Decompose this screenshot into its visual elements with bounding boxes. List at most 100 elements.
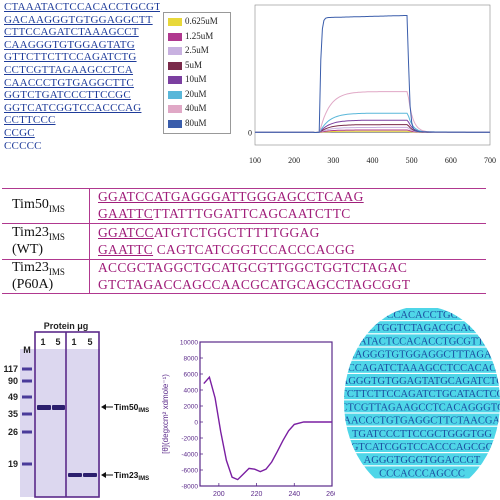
gel-marker-value: 19 bbox=[8, 459, 18, 469]
table-border-top bbox=[2, 188, 486, 189]
spr-x-tick: 400 bbox=[367, 156, 379, 165]
gel-lane-label: 1 bbox=[71, 337, 76, 347]
gel-band-tim23 bbox=[83, 473, 97, 477]
dna-line-highlight bbox=[344, 400, 500, 413]
construct-tag-cleavage: Cleavage site bbox=[54, 306, 100, 315]
gel-band-tim23 bbox=[68, 473, 82, 477]
legend-swatch bbox=[168, 32, 182, 41]
cd-y-tick: -6000 bbox=[181, 468, 198, 475]
dna-circle-graphic: ACTCCACACCTGCGTC GCTGGTCTAGACGCAGG TATACTC… bbox=[340, 308, 500, 479]
gel-marker-value: 26 bbox=[8, 427, 18, 437]
legend-swatch bbox=[168, 119, 182, 128]
gel-lane-label: 1 bbox=[40, 337, 45, 347]
legend-label: 20uM bbox=[185, 88, 207, 99]
spr-x-tick: 600 bbox=[445, 156, 457, 165]
sequence-line: CCTTCCC bbox=[4, 114, 56, 127]
primer-seq-tim23-wt-fwd: GGATCCATGTCTGGCTTTTTGGAG bbox=[98, 225, 320, 240]
spr-series-line bbox=[255, 15, 490, 133]
cd-y-tick: 0 bbox=[194, 420, 198, 427]
band-label: Tim50IMS bbox=[114, 402, 149, 414]
sequence-line: CCCCC bbox=[4, 139, 42, 150]
gel-marker-value: 35 bbox=[8, 409, 18, 419]
construct-tag-tim: Tim protein bbox=[102, 306, 140, 315]
gel-lane-label: 5 bbox=[55, 337, 60, 347]
sequence-line: GGTCATCGGTCCACCCAG bbox=[4, 101, 142, 114]
gel-marker-label: M bbox=[23, 345, 31, 355]
gel-band-tim50 bbox=[37, 405, 51, 410]
cd-y-tick: -8000 bbox=[181, 484, 198, 491]
gel-lane-frame bbox=[34, 331, 100, 498]
sequence-line: GTTCTTCTTCCAGATCTG bbox=[4, 51, 137, 64]
primer-name-tim23-wt: Tim23IMS bbox=[12, 225, 65, 242]
table-border-row1 bbox=[2, 223, 486, 224]
legend-swatch bbox=[168, 105, 182, 113]
gel-marker-value: 90 bbox=[8, 376, 18, 386]
dna-line-highlight bbox=[344, 334, 500, 347]
table-border-divider bbox=[89, 188, 90, 294]
legend-label: 80uM bbox=[185, 117, 207, 128]
cd-spectrum-line bbox=[203, 375, 332, 481]
spr-x-tick: 500 bbox=[406, 156, 418, 165]
sequence-line: CAACCCTGTGAGGCTTC bbox=[4, 76, 134, 89]
gel-marker-band bbox=[22, 412, 32, 416]
sequence-line: CTTCCAGATCTAAAGCCT bbox=[4, 26, 139, 39]
dna-line-text: CCTCGTTAGAAGCCTCACAGGGTCT bbox=[340, 402, 500, 413]
gel-header: Protein μg bbox=[44, 321, 89, 331]
cd-y-tick: -2000 bbox=[181, 436, 198, 443]
cd-y-label: [θ](degxcm² xdmole⁻¹) bbox=[161, 374, 170, 454]
dna-line-highlight bbox=[344, 387, 500, 400]
legend-swatch bbox=[168, 18, 182, 26]
dna-line-text: GCTGGTCTAGACGCAGG bbox=[361, 323, 484, 334]
legend-label: 40uM bbox=[185, 103, 207, 113]
spr-legend: 0.625uM 1.25uM 2.5uM 5uM 10uM 20uM 40uM 80uM bbox=[163, 12, 231, 134]
legend-label: 5uM bbox=[185, 59, 203, 70]
dna-line-text: CAACCCTGTGAGGCTTCTAACGAG bbox=[340, 416, 500, 427]
dna-line-highlight bbox=[344, 360, 500, 373]
spr-sensorgram-chart: 100200300400500600700RU0 bbox=[206, 4, 496, 165]
legend-swatch bbox=[168, 47, 182, 55]
cd-spectrum-chart: 10000 8000 6000 4000 2000 0 -2000 -4000 -6000 -80… bbox=[161, 340, 335, 499]
spr-x-tick: 300 bbox=[327, 156, 339, 165]
construct-tag-his: His Tag bbox=[34, 306, 48, 327]
primer-variant-p60a: (P60A) bbox=[12, 277, 54, 292]
band-arrowhead bbox=[101, 404, 106, 410]
dna-line-highlight bbox=[344, 466, 500, 479]
sequence-line: GGTCTGATCCCTTCCGC bbox=[4, 89, 131, 102]
cd-x-tick: 220 bbox=[251, 491, 263, 498]
sds-page-gel-panel: NusA His Tag Cleavage site Tim protein P… bbox=[0, 305, 150, 500]
spr-plot-frame bbox=[254, 4, 491, 146]
dna-line-text: AGGGTGGGTGGACCGT bbox=[364, 455, 481, 466]
dna-line-highlight bbox=[344, 453, 500, 466]
dna-line-text: AAGGGTGTGGAGGCTTTAGAT bbox=[347, 350, 497, 361]
dna-line-highlight bbox=[344, 347, 500, 360]
legend-swatch bbox=[168, 61, 182, 70]
dna-line-text: AGGGTGTGGAGTATGCAGATCTC bbox=[341, 376, 500, 387]
legend-label: 2.5uM bbox=[185, 45, 209, 55]
primer-name-tim50: Tim50IMS bbox=[12, 197, 65, 214]
dna-line-text: CCCAGATCTAAAGCCTCCACACC bbox=[341, 363, 500, 374]
gel-marker-band bbox=[22, 395, 32, 399]
table-border-bottom bbox=[2, 293, 486, 294]
cd-y-tick: 4000 bbox=[184, 388, 199, 395]
gel-background bbox=[20, 349, 100, 497]
gel-band-tim50 bbox=[52, 405, 65, 410]
sequence-line: CCTCGTTAGAAGCCTCA bbox=[4, 64, 134, 76]
primer-name-tim23-p60a: Tim23IMS bbox=[12, 260, 65, 277]
cd-x-tick: 240 bbox=[288, 491, 300, 498]
cd-y-tick: 8000 bbox=[184, 356, 199, 363]
primer-seq-tim50-fwd: GGATCCATGAGGGATTGGGAGCCTCAAG bbox=[98, 189, 364, 204]
dna-line-highlight bbox=[344, 374, 500, 386]
gel-marker-band bbox=[22, 379, 32, 383]
band-label: Tim23IMS bbox=[114, 470, 149, 482]
gel-marker-band bbox=[22, 462, 32, 466]
spr-x-tick: 200 bbox=[288, 156, 300, 165]
cd-y-tick: 10000 bbox=[180, 340, 198, 347]
cd-x-tick: 260 bbox=[326, 491, 335, 498]
dna-line-text: GGTCATCGGTCCACCCAGCGGA bbox=[343, 442, 500, 453]
dna-line-highlight bbox=[344, 413, 500, 426]
legend-label: 10uM bbox=[185, 74, 207, 84]
legend-label: 1.25uM bbox=[185, 30, 214, 41]
sequence-line: CAAGGGTGTGGAGTATG bbox=[4, 38, 135, 51]
gel-marker-band bbox=[22, 430, 32, 434]
legend-label: 0.625uM bbox=[185, 16, 218, 26]
